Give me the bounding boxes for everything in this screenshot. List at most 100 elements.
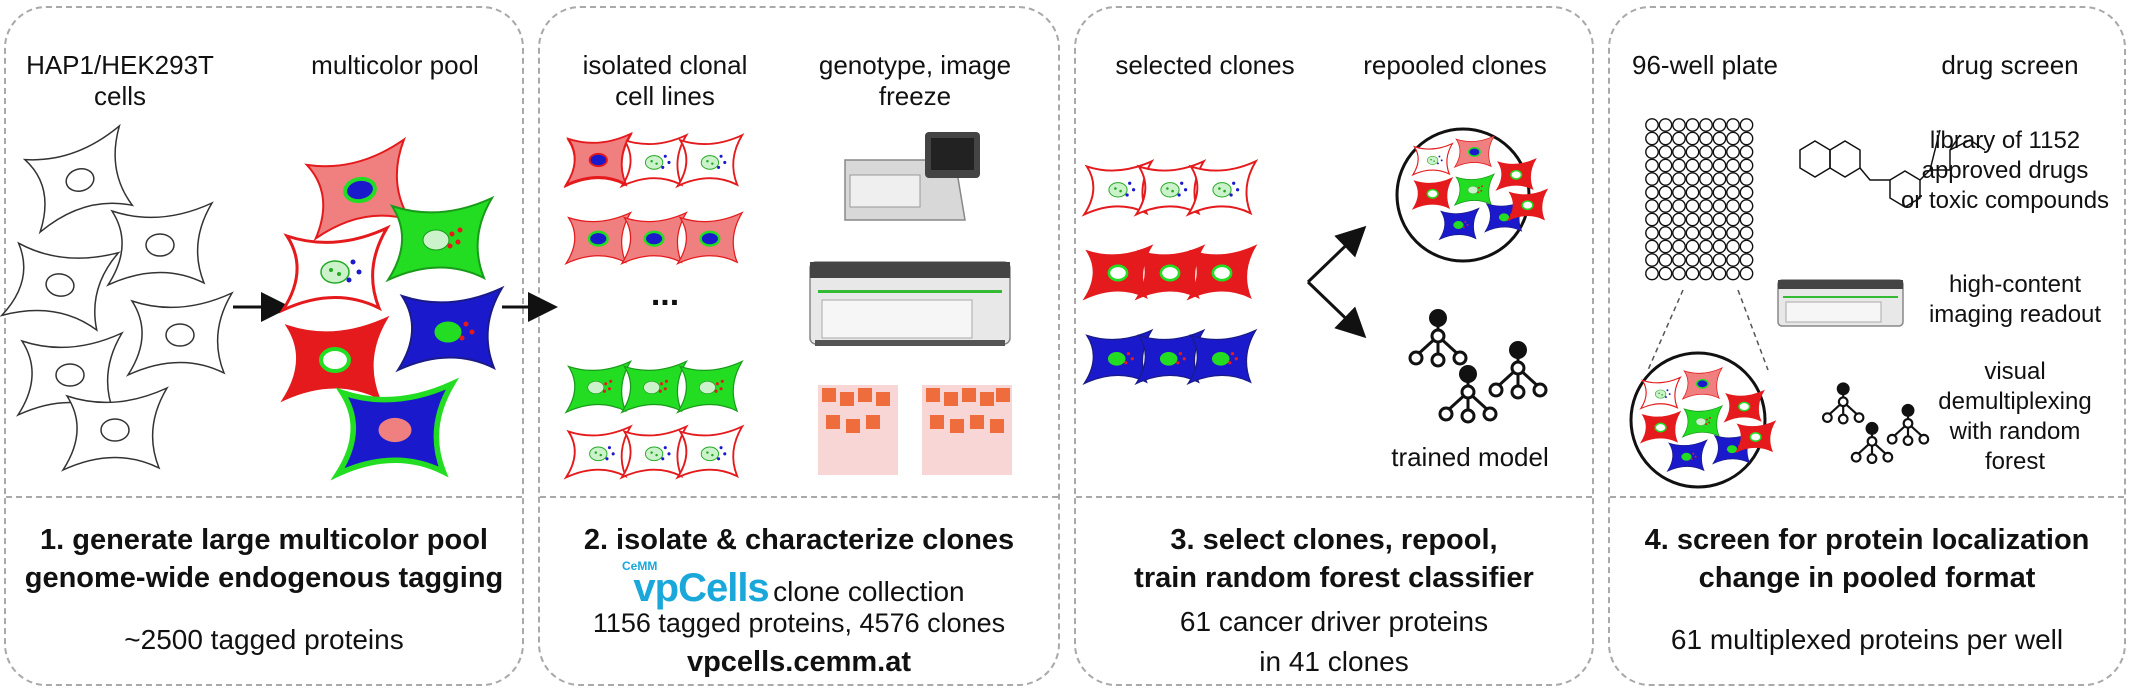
plate-well: [1685, 266, 1700, 281]
plate-well: [1658, 185, 1673, 200]
plate-well: [1645, 212, 1659, 227]
panel-2: [538, 6, 1060, 686]
plate-well: [1712, 172, 1727, 186]
plate-well: [1726, 145, 1740, 159]
plate-well: [1739, 212, 1754, 227]
panel4-imaging-line1: high-content: [1948, 271, 2082, 298]
plate-well: [1712, 212, 1727, 227]
plate-well: [1658, 253, 1673, 267]
plate-well: [1699, 199, 1713, 213]
random-forest-icon: [1821, 381, 1930, 465]
plate-well: [1658, 212, 1673, 227]
panel-1: [4, 6, 524, 686]
plate-well: [1712, 158, 1727, 173]
panel1-label-cells-line1: HAP1/HEK293T: [26, 50, 214, 80]
cryovial-rack-icon: [818, 385, 1012, 475]
plate-well: [1685, 239, 1700, 254]
plate-well: [1726, 266, 1740, 281]
panel1-title-line2: genome-wide endogenous tagging: [24, 562, 504, 594]
panel-3-divider: [1076, 496, 1592, 498]
plate-well: [1726, 118, 1740, 132]
plate-well: [1685, 158, 1700, 173]
plate-well: [1658, 239, 1673, 254]
panel4-drugs-line3: or toxic compounds: [1900, 187, 2110, 214]
plate-well: [1712, 266, 1727, 281]
panel3-sub-line1: 61 cancer driver proteins: [1179, 606, 1489, 637]
panel2-url[interactable]: vpcells.cemm.at: [686, 646, 912, 678]
plate-well: [1685, 145, 1700, 159]
plate-well: [1685, 199, 1700, 213]
plate-well: [1672, 172, 1686, 186]
plate-well: [1645, 253, 1659, 267]
plate-well: [1658, 266, 1673, 281]
plate-well: [1672, 239, 1686, 254]
panel2-label-genotype: genotype, image freeze: [795, 50, 1035, 112]
panel3-title-line1: 3. select clones, repool,: [1170, 524, 1498, 556]
plate-well: [1699, 172, 1713, 186]
plate-well: [1739, 131, 1754, 146]
repooled-clones-circle: [1395, 127, 1547, 263]
panel-4-divider: [1610, 496, 2124, 498]
plate-well: [1672, 199, 1686, 213]
plate-well: [1685, 253, 1700, 267]
panel4-demux-line4: forest: [1984, 448, 2046, 475]
plate-well: [1726, 172, 1740, 186]
panel1-subtitle: ~2500 tagged proteins: [124, 624, 404, 655]
trained-model-icon: [1408, 307, 1548, 424]
panel4-label-drug: drug screen: [1941, 50, 2079, 80]
plate-well: [1726, 212, 1740, 227]
plate-well: [1672, 185, 1686, 200]
panel2-ellipsis: ...: [650, 275, 680, 313]
plate-well: [1685, 118, 1700, 132]
imaging-instrument-icon: [844, 132, 980, 221]
plate-well: [1658, 118, 1673, 132]
plate-well: [1712, 145, 1727, 159]
plate-well: [1699, 212, 1713, 227]
panel2-logo-small: CeMM: [622, 559, 658, 573]
plate-well: [1658, 145, 1673, 159]
plate-well: [1699, 145, 1713, 159]
plate-well: [1685, 226, 1700, 240]
panel4-demux-line2: demultiplexing: [1938, 388, 2092, 415]
plate-well: [1672, 253, 1686, 267]
plate-well: [1712, 253, 1727, 267]
plate-well: [1726, 185, 1740, 200]
plate-well: [1739, 239, 1754, 254]
plate-well: [1658, 226, 1673, 240]
plate-well: [1739, 226, 1754, 240]
plate-well: [1645, 239, 1659, 254]
plate-well: [1645, 199, 1659, 213]
plate-well: [1739, 185, 1754, 200]
plate-well: [1739, 172, 1754, 186]
panel1-label-pool: multicolor pool: [311, 50, 479, 80]
panel-4: [1608, 6, 2126, 686]
plate-well: [1645, 145, 1659, 159]
panel-1-divider: [6, 496, 522, 498]
panel-2-divider: [540, 496, 1058, 498]
plate-well: [1658, 199, 1673, 213]
plate-well: [1672, 212, 1686, 227]
plate-well: [1739, 266, 1754, 281]
plate-well: [1739, 145, 1754, 159]
multicolor-pool-cells: [283, 140, 502, 474]
plate-well: [1712, 199, 1727, 213]
panel4-drugs-line1: library of 1152: [1929, 127, 2081, 154]
plate-well: [1699, 239, 1713, 254]
plate-well: [1699, 226, 1713, 240]
plate-well: [1685, 131, 1700, 146]
panel4-demux: visual demultiplexing with random forest: [1920, 357, 2110, 477]
panel4-drugs-line2: approved drugs: [1921, 157, 2089, 184]
panel3-model-label: trained model: [1391, 442, 1549, 472]
panel4-demux-line3: with random: [1949, 418, 2081, 445]
plate-well: [1699, 185, 1713, 200]
panel2-label-genotype-line2: freeze: [878, 81, 952, 111]
plate-well: [1726, 239, 1740, 254]
plate-well: [1645, 172, 1659, 186]
plate-well: [1739, 158, 1754, 173]
plate-well: [1645, 185, 1659, 200]
unstained-cells: [2, 126, 232, 470]
panel2-label-clonal-line2: cell lines: [615, 81, 715, 111]
plate-well: [1726, 253, 1740, 267]
plate-well: [1699, 266, 1713, 281]
plate-well: [1672, 131, 1686, 146]
